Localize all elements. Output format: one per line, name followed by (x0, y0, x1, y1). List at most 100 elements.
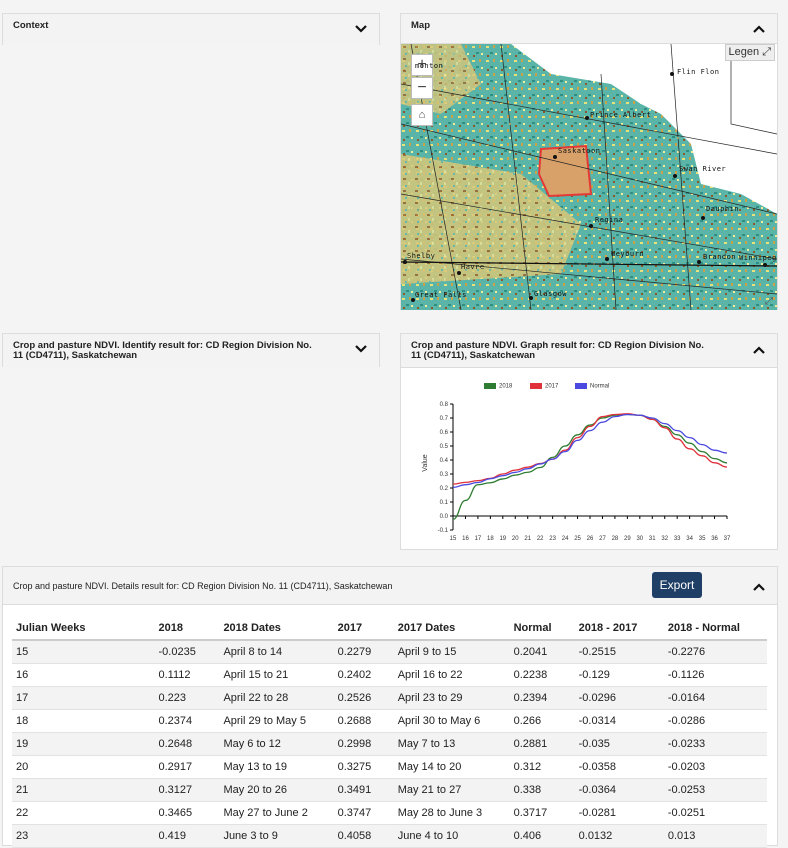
table-cell: 0.3127 (154, 778, 220, 802)
x-tick-label: 34 (686, 536, 693, 542)
city-label: Brandon (703, 253, 737, 261)
fullscreen-icon[interactable]: ⤢ (765, 296, 773, 307)
legend-swatch (530, 383, 542, 389)
legend-button[interactable]: Legen ⤢ (724, 44, 775, 61)
table-cell: -0.0296 (574, 686, 664, 710)
table-cell: 0.2688 (333, 709, 394, 733)
chevron-up-icon[interactable] (753, 583, 765, 591)
x-tick-label: 29 (624, 536, 631, 542)
table-cell: 0.2526 (333, 686, 394, 710)
table-row: 19 0.2648 May 6 to 12 0.2998 May 7 to 13 0.28… (12, 732, 767, 756)
city-label: Shelby (407, 252, 436, 260)
table-cell: 0.2917 (154, 755, 220, 779)
legend-item-2018[interactable]: 2018 (484, 383, 512, 390)
city-dot (529, 296, 533, 300)
map-panel-title: Map (411, 20, 430, 31)
column-header: Normal (509, 616, 575, 641)
x-tick-label: 16 (462, 536, 469, 542)
context-panel: Context (2, 13, 380, 45)
y-tick-label: 0.1 (440, 500, 449, 506)
x-tick-label: 24 (562, 536, 569, 542)
city-label: Weyburn (611, 250, 645, 258)
table-cell: -0.0358 (574, 755, 664, 779)
table-row: 21 0.3127 May 20 to 26 0.3491 May 21 to 27 0.… (12, 778, 767, 802)
table-cell: May 6 to 12 (219, 732, 334, 756)
map-panel-header[interactable]: Map (401, 14, 777, 44)
table-cell: 0.266 (509, 709, 575, 733)
home-icon[interactable]: ⌂ (411, 104, 433, 126)
chevron-up-icon[interactable] (753, 25, 765, 33)
table-header-row: Julian Weeks 2018 2018 Dates 2017 2017 Dates… (12, 616, 767, 641)
series-line-2018 (452, 413, 728, 520)
series-line-2017 (452, 413, 728, 485)
map-view[interactable]: + − ⌂ Legen ⤢ ⤢ monton Flin Flon Prince … (401, 44, 777, 310)
table-cell: May 7 to 13 (393, 732, 510, 756)
table-cell: -0.035 (574, 732, 664, 756)
graph-panel: Crop and pasture NDVI. Graph result for:… (400, 333, 778, 550)
legend-item-normal[interactable]: Normal (575, 383, 609, 390)
y-tick-label: -0.1 (438, 528, 449, 534)
table-row: 20 0.2917 May 13 to 19 0.3275 May 14 to 20 0.… (12, 755, 767, 779)
expand-icon[interactable]: ⤢ (762, 46, 771, 58)
city-label: Dauphin (706, 205, 740, 213)
x-tick-label: 27 (599, 536, 606, 542)
chevron-down-icon[interactable] (355, 345, 367, 353)
table-cell: April 29 to May 5 (219, 709, 334, 733)
city-label: Glasgow (534, 290, 568, 298)
table-cell: 0.406 (509, 824, 575, 848)
legend-label: Normal (590, 383, 610, 390)
identify-panel-header[interactable]: Crop and pasture NDVI. Identify result f… (3, 334, 379, 367)
table-cell: 0.013 (663, 824, 767, 848)
city-dot (553, 155, 557, 159)
table-cell: 0.2998 (333, 732, 394, 756)
table-cell: -0.0164 (663, 686, 767, 710)
zoom-in-button[interactable]: + (411, 54, 433, 76)
ndvi-line-chart: Value -0.1 0.0 0.1 0.2 0.3 0.4 0.5 0.6 0.7 0.8 15 1… (422, 402, 731, 542)
zoom-out-button[interactable]: − (411, 77, 433, 99)
table-cell: April 16 to 22 (393, 663, 510, 687)
table-cell: April 15 to 21 (219, 663, 334, 687)
table-row: 17 0.223 April 22 to 28 0.2526 April 23 to 2… (12, 686, 767, 710)
city-label: Swan River (679, 165, 727, 173)
identify-panel: Crop and pasture NDVI. Identify result f… (2, 333, 380, 367)
legend-item-2017[interactable]: 2017 (530, 383, 558, 390)
table-cell: 0.2238 (509, 663, 575, 687)
chevron-down-icon[interactable] (355, 25, 367, 33)
table-row: 16 0.1112 April 15 to 21 0.2402 April 16 to … (12, 663, 767, 687)
y-tick-label: 0.2 (440, 486, 449, 492)
table-cell: 0.2394 (509, 686, 575, 710)
table-cell: -0.0235 (154, 640, 220, 664)
city-dot (403, 260, 407, 264)
context-panel-header[interactable]: Context (3, 14, 379, 45)
table-cell: 0.3717 (509, 801, 575, 825)
chevron-up-icon[interactable] (753, 346, 765, 354)
table-cell: 0.3491 (333, 778, 394, 802)
column-header: 2017 Dates (393, 616, 510, 641)
x-tick-label: 35 (699, 536, 706, 542)
table-cell: 0.3275 (333, 755, 394, 779)
table-cell: June 3 to 9 (219, 824, 334, 848)
city-dot (697, 260, 701, 264)
y-tick-label: 0.7 (440, 416, 449, 422)
y-tick-label: 0.4 (440, 458, 449, 464)
table-cell: April 8 to 14 (219, 640, 334, 664)
city-label: Great Falls (415, 291, 467, 299)
table-cell: April 9 to 15 (393, 640, 510, 664)
table-row: 23 0.419 June 3 to 9 0.4058 June 4 to 10 0.40… (12, 824, 767, 848)
export-button[interactable]: Export (652, 572, 702, 598)
table-cell: -0.0203 (663, 755, 767, 779)
details-panel-header[interactable]: Crop and pasture NDVI. Details result fo… (3, 567, 777, 605)
table-cell: 22 (12, 801, 155, 825)
table-cell: -0.129 (574, 663, 664, 687)
y-tick-label: 0.0 (440, 514, 449, 520)
table-cell: 0.3465 (154, 801, 220, 825)
table-cell: -0.0281 (574, 801, 664, 825)
x-tick-label: 23 (549, 536, 556, 542)
graph-panel-header[interactable]: Crop and pasture NDVI. Graph result for:… (401, 334, 777, 368)
column-header: Julian Weeks (12, 616, 155, 641)
y-tick-label: 0.6 (440, 430, 449, 436)
x-tick-label: 30 (636, 536, 643, 542)
ndvi-map-canvas[interactable] (401, 44, 777, 310)
table-cell: May 14 to 20 (393, 755, 510, 779)
x-tick-label: 21 (524, 536, 531, 542)
